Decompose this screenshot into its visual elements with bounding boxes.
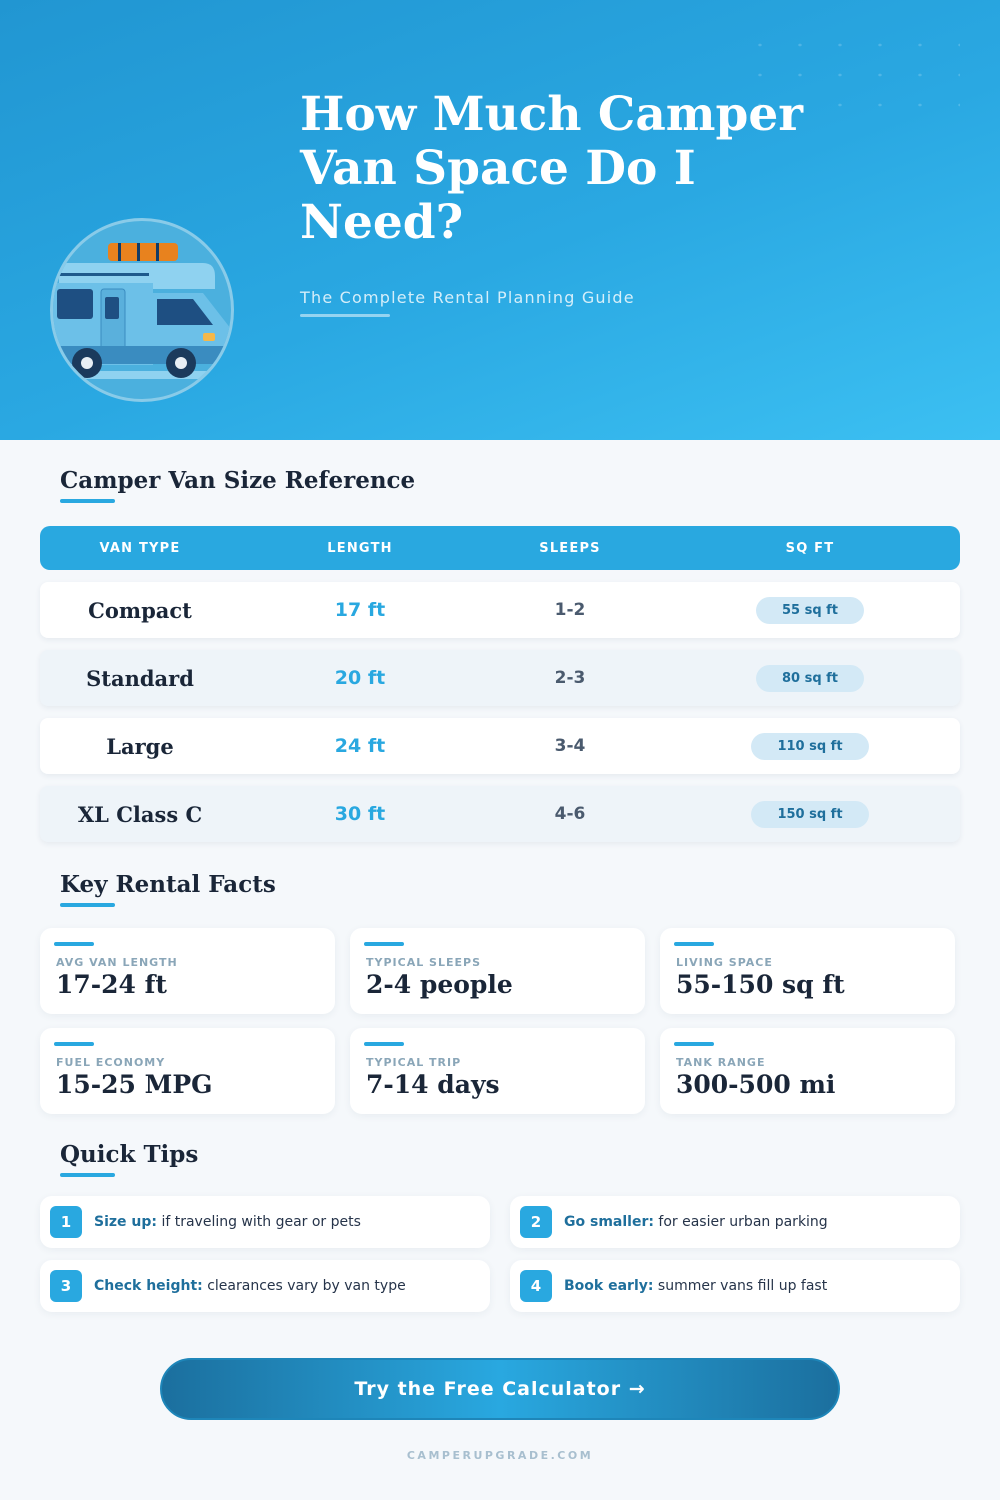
van-length: 20 ft: [334, 667, 386, 689]
van-length: 24 ft: [334, 735, 386, 757]
table-row: Standard 20 ft 2-3 80 sq ft: [40, 650, 960, 706]
tip-text: clearances vary by van type: [202, 1278, 406, 1294]
tip-item: 3 Check height: clearances vary by van t…: [40, 1260, 490, 1312]
tip-text: if traveling with gear or pets: [157, 1214, 361, 1230]
fact-label: FUEL ECONOMY: [56, 1056, 166, 1069]
fact-value: 300-500 mi: [676, 1070, 836, 1099]
fact-card: FUEL ECONOMY 15-25 MPG: [40, 1028, 335, 1114]
tip-item: 2 Go smaller: for easier urban parking: [510, 1196, 960, 1248]
tip-number: 2: [520, 1206, 552, 1238]
subtitle-underline: [300, 314, 390, 317]
tip-heading: Check height:: [94, 1278, 203, 1294]
calculator-button[interactable]: Try the Free Calculator →: [160, 1358, 840, 1420]
van-sleeps: 4-6: [554, 804, 586, 824]
fact-card: TYPICAL TRIP 7-14 days: [350, 1028, 645, 1114]
camper-van-illustration: [50, 218, 234, 402]
column-header: SLEEPS: [539, 540, 601, 556]
tip-number: 1: [50, 1206, 82, 1238]
card-accent: [674, 942, 714, 946]
fact-value: 17-24 ft: [56, 970, 167, 999]
card-accent: [364, 942, 404, 946]
fact-label: TYPICAL TRIP: [366, 1056, 462, 1069]
fact-card: TYPICAL SLEEPS 2-4 people: [350, 928, 645, 1014]
van-length: 30 ft: [334, 803, 386, 825]
dot-pattern: [740, 30, 960, 110]
footer-site: CAMPERUPGRADE.COM: [406, 1449, 594, 1462]
section-underline: [60, 499, 115, 503]
table-row: Large 24 ft 3-4 110 sq ft: [40, 718, 960, 774]
column-header: VAN TYPE: [99, 540, 181, 556]
tip-number: 4: [520, 1270, 552, 1302]
tip-heading: Size up:: [94, 1214, 157, 1230]
section-underline: [60, 903, 115, 907]
section-underline: [60, 1173, 115, 1177]
van-sleeps: 1-2: [554, 600, 586, 620]
card-accent: [364, 1042, 404, 1046]
tip-text: summer vans fill up fast: [653, 1278, 828, 1294]
page-title: How Much Camper Van Space Do I Need?: [300, 87, 804, 250]
facts-title: Key Rental Facts: [60, 871, 276, 898]
card-accent: [54, 942, 94, 946]
tip-heading: Book early:: [564, 1278, 654, 1294]
van-sleeps: 2-3: [554, 668, 586, 688]
fact-label: AVG VAN LENGTH: [56, 956, 178, 969]
column-header: SQ FT: [785, 540, 835, 556]
van-type: XL Class C: [77, 801, 203, 827]
card-accent: [54, 1042, 94, 1046]
fact-card: TANK RANGE 300-500 mi: [660, 1028, 955, 1114]
tip-number: 3: [50, 1270, 82, 1302]
fact-label: TANK RANGE: [676, 1056, 766, 1069]
van-type: Standard: [86, 665, 194, 691]
tip-item: 1 Size up: if traveling with gear or pet…: [40, 1196, 490, 1248]
fact-card: AVG VAN LENGTH 17-24 ft: [40, 928, 335, 1014]
fact-card: LIVING SPACE 55-150 sq ft: [660, 928, 955, 1014]
van-type: Large: [106, 733, 174, 759]
card-accent: [674, 1042, 714, 1046]
van-length: 17 ft: [334, 599, 386, 621]
table-row: Compact 17 ft 1-2 55 sq ft: [40, 582, 960, 638]
fact-value: 55-150 sq ft: [676, 970, 845, 999]
fact-value: 7-14 days: [366, 1070, 500, 1099]
sqft-badge: 80 sq ft: [755, 664, 865, 692]
column-header: LENGTH: [327, 540, 393, 556]
fact-value: 2-4 people: [366, 970, 513, 999]
van-type: Compact: [88, 597, 192, 623]
fact-label: TYPICAL SLEEPS: [366, 956, 481, 969]
sqft-badge: 110 sq ft: [751, 732, 869, 760]
table-row: XL Class C 30 ft 4-6 150 sq ft: [40, 786, 960, 842]
sqft-badge: 55 sq ft: [755, 596, 865, 624]
table-header: VAN TYPE LENGTH SLEEPS SQ FT: [40, 526, 960, 570]
tip-item: 4 Book early: summer vans fill up fast: [510, 1260, 960, 1312]
tip-text: for easier urban parking: [653, 1214, 828, 1230]
page-subtitle: The Complete Rental Planning Guide: [300, 288, 635, 307]
hero-banner: How Much Camper Van Space Do I Need? The…: [0, 0, 1000, 440]
size-reference-title: Camper Van Size Reference: [60, 467, 416, 494]
sqft-badge: 150 sq ft: [751, 800, 869, 828]
tips-title: Quick Tips: [60, 1141, 199, 1168]
van-sleeps: 3-4: [554, 736, 586, 756]
tip-heading: Go smaller:: [564, 1214, 654, 1230]
fact-value: 15-25 MPG: [56, 1070, 213, 1099]
fact-label: LIVING SPACE: [676, 956, 773, 969]
